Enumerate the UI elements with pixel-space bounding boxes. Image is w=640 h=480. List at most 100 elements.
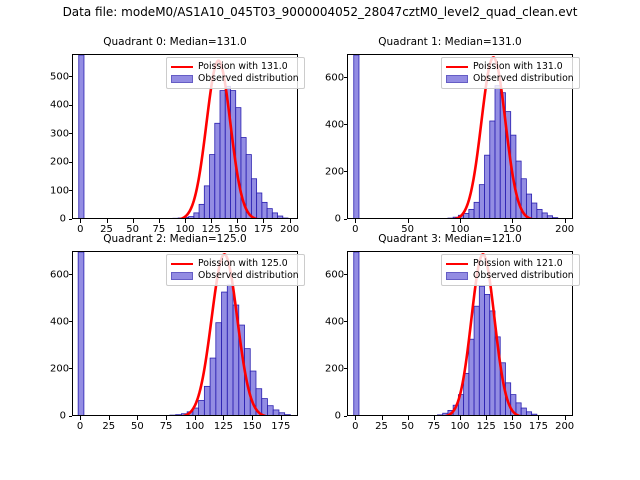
- subplot-quadrant-1: Quadrant 1: Median=131.0 0 200 400 600 0 50 10…: [325, 36, 580, 236]
- legend-quadrant-1: Poission with 131.0 Observed distribution: [441, 57, 580, 89]
- legend-row-poisson: Poission with 125.0: [171, 258, 299, 270]
- y-tick-label: 0: [334, 213, 341, 225]
- legend-line-swatch-icon: [171, 262, 193, 266]
- x-tick-label: 150: [502, 421, 522, 432]
- x-tick-label: 0: [77, 224, 84, 235]
- x-tick-label: 0: [76, 421, 84, 432]
- legend-label-poisson: Poission with 121.0: [473, 258, 563, 269]
- y-tick-label: 200: [50, 363, 70, 375]
- legend-row-poisson: Poission with 131.0: [171, 61, 299, 73]
- histogram-bar: [468, 208, 475, 218]
- histogram-bar: [271, 212, 278, 218]
- y-tick-label: 300: [50, 128, 70, 140]
- y-tick-mark: [343, 77, 347, 79]
- y-tick-mark: [68, 76, 72, 78]
- x-tick-mark: [80, 416, 82, 420]
- histogram-bar: [536, 208, 543, 218]
- histogram-bar: [214, 122, 221, 218]
- x-tick-mark: [460, 219, 461, 223]
- y-tick-mark: [68, 190, 72, 192]
- subplot-quadrant-2: Quadrant 2: Median=125.0 0 200 400 600 0 25 50…: [50, 233, 305, 433]
- poisson-curve: [444, 253, 522, 415]
- subplot-quadrant-3: Quadrant 3: Median=121.0 0 200 400 600 0 25 50…: [325, 233, 580, 433]
- legend-quadrant-3: Poission with 121.0 Observed distribution: [441, 254, 580, 286]
- histogram-bar: [531, 413, 538, 415]
- legend-label-observed: Observed distribution: [473, 73, 574, 84]
- x-tick-mark: [460, 416, 461, 420]
- y-tick-label: 500: [50, 71, 70, 83]
- x-tick-label: 25: [102, 421, 116, 432]
- y-tick-label: 0: [59, 213, 66, 225]
- y-tick-mark: [68, 161, 72, 163]
- histogram-bar: [353, 252, 360, 415]
- y-tick-mark: [68, 368, 72, 370]
- y-tick-label: 600: [325, 72, 345, 84]
- histogram-bar: [525, 411, 533, 415]
- x-tick-label: 125: [213, 421, 233, 432]
- histogram-bar: [169, 414, 177, 415]
- histogram-bar: [203, 385, 211, 415]
- x-tick-label: 75: [152, 224, 166, 235]
- legend-line-swatch-icon: [171, 65, 193, 69]
- legend-patch-swatch-icon: [446, 75, 468, 83]
- x-tick-mark: [564, 416, 566, 420]
- histogram-bar: [209, 154, 216, 218]
- x-tick-label: 75: [427, 421, 441, 432]
- y-tick-label: 400: [325, 119, 345, 131]
- histogram-bar: [478, 184, 485, 218]
- histogram-bar: [484, 294, 491, 415]
- histogram-bar: [198, 400, 205, 415]
- figure-title: Data file: modeM0/AS1A10_045T03_90000040…: [62, 5, 578, 19]
- x-tick-label: 175: [253, 224, 274, 235]
- y-tick-mark: [343, 124, 347, 126]
- histogram-bar: [278, 412, 286, 415]
- histogram-bars: [77, 252, 291, 415]
- histogram-bar: [261, 201, 268, 218]
- legend-line-swatch-icon: [446, 262, 468, 266]
- y-tick-mark: [68, 274, 72, 276]
- y-tick-label: 400: [50, 99, 70, 111]
- x-tick-mark: [564, 219, 566, 223]
- histogram-bar: [520, 407, 527, 415]
- x-tick-label: 100: [185, 421, 205, 432]
- histogram-bar: [282, 217, 289, 218]
- subplot-title-quadrant-2: Quadrant 2: Median=125.0: [103, 233, 247, 245]
- x-tick-mark: [132, 219, 134, 223]
- x-tick-mark: [137, 416, 139, 420]
- y-tick-label: 0: [59, 410, 66, 422]
- legend-label-poisson: Poission with 131.0: [198, 61, 288, 72]
- x-tick-mark: [108, 416, 110, 420]
- x-tick-mark: [355, 219, 357, 223]
- chart-canvas-quadrant-1: [353, 55, 559, 218]
- x-tick-mark: [158, 219, 160, 223]
- x-tick-label: 75: [159, 421, 173, 432]
- x-tick-mark: [166, 416, 168, 420]
- histogram-bar: [226, 284, 234, 415]
- legend-row-observed: Observed distribution: [446, 73, 574, 85]
- y-tick-mark: [68, 321, 72, 323]
- poisson-curve: [181, 253, 267, 415]
- histogram-bar: [181, 413, 188, 415]
- x-tick-label: 100: [450, 421, 470, 432]
- y-tick-label: 200: [325, 363, 345, 375]
- subplot-title-quadrant-3: Quadrant 3: Median=121.0: [378, 233, 522, 245]
- histogram-bar: [175, 414, 182, 415]
- histogram-bar: [219, 90, 226, 218]
- y-tick-mark: [343, 415, 347, 417]
- legend-label-observed: Observed distribution: [198, 73, 299, 84]
- subplot-title-quadrant-1: Quadrant 1: Median=131.0: [378, 36, 522, 48]
- x-tick-mark: [381, 416, 383, 420]
- histogram-bar: [489, 120, 496, 218]
- x-tick-mark: [280, 416, 282, 420]
- histogram-bar: [442, 412, 449, 415]
- histogram-bar: [261, 398, 268, 415]
- x-tick-label: 100: [175, 224, 195, 235]
- legend-quadrant-2: Poission with 125.0 Observed distribution: [166, 254, 305, 286]
- y-tick-label: 400: [50, 316, 70, 328]
- histogram-bar: [203, 185, 210, 218]
- x-tick-label: 150: [242, 421, 262, 432]
- histogram-bar: [256, 192, 263, 218]
- y-tick-label: 0: [334, 410, 341, 422]
- y-tick-label: 200: [50, 156, 70, 168]
